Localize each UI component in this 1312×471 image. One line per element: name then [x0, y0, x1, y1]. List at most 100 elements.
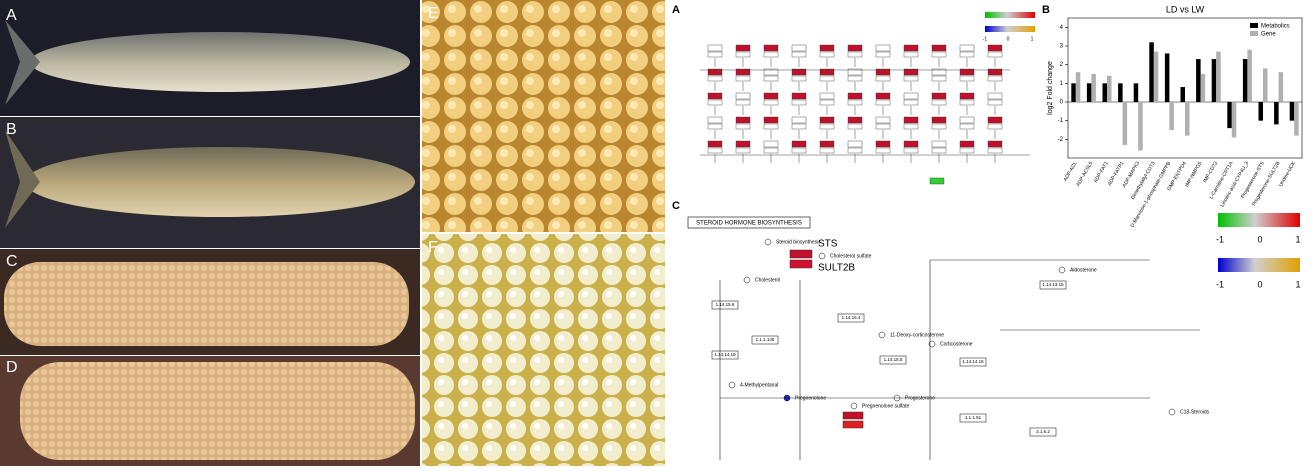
enzyme-box [847, 99, 863, 106]
enzyme-box [711, 300, 739, 310]
panel-label: A [672, 4, 680, 16]
enzyme-box [819, 92, 835, 100]
enzyme-box [707, 123, 723, 130]
bar [1169, 102, 1174, 130]
legend-bar [985, 26, 1035, 32]
enzyme-box [903, 123, 919, 130]
enzyme-box [707, 99, 723, 106]
enzyme-box [763, 116, 779, 124]
enzyme-box [931, 99, 947, 106]
enzyme-box [959, 68, 975, 76]
enzyme-box [875, 147, 891, 154]
legend-bar [985, 12, 1035, 18]
enzyme-box [819, 116, 835, 124]
bar [1211, 59, 1217, 102]
enzyme-label: 3.1.6.2 [1036, 429, 1050, 434]
compound-node [818, 252, 826, 260]
bar [1086, 83, 1092, 102]
bar [1278, 72, 1284, 102]
enzyme-label: 1.1.1.145 [756, 337, 775, 342]
enzyme-box [763, 44, 779, 52]
enzyme-box [847, 92, 863, 100]
compound-label: 4-Methylpentanal [740, 382, 778, 388]
enzyme-box [903, 44, 919, 52]
enzyme-box [987, 44, 1003, 52]
enzyme-box [875, 99, 891, 106]
bar [1227, 102, 1232, 129]
x-tick-label: Progesterone-SULT2B [1251, 160, 1282, 207]
enzyme-box [791, 140, 807, 148]
enzyme-box [875, 75, 891, 82]
enzyme-box [987, 75, 1003, 82]
enzyme-box [875, 68, 891, 76]
enzyme-box [959, 51, 975, 58]
enzyme-box [931, 116, 947, 124]
enzyme-box [931, 75, 947, 82]
bar [1153, 51, 1159, 102]
compound-label: Progesterone [905, 395, 935, 401]
enzyme-box [847, 51, 863, 58]
ovary [4, 262, 409, 346]
panel-label: F [428, 239, 438, 256]
enzyme-box [763, 92, 779, 100]
enzyme-label: 1.14.14.16 [962, 359, 984, 364]
compound-node [764, 238, 772, 246]
x-tick-label: ADP-ACL [1063, 160, 1079, 182]
enzyme-box [791, 123, 807, 130]
enzyme-box [931, 68, 947, 76]
enzyme-box [987, 51, 1003, 58]
enzyme-box [959, 75, 975, 82]
enzyme-box [959, 99, 975, 106]
legend-bar [1218, 258, 1300, 272]
enzyme-label: 1.14.15.4 [842, 315, 861, 320]
gene-label: STS [818, 239, 838, 250]
enzyme-box [959, 357, 987, 367]
enzyme-box [931, 44, 947, 52]
panel-label: C [672, 200, 680, 212]
panel-label: A [6, 7, 17, 24]
enzyme-box [903, 99, 919, 106]
enzyme-box [987, 116, 1003, 124]
title-box [687, 216, 811, 229]
legend-tick: -1 [983, 36, 988, 42]
enzyme-box [763, 140, 779, 148]
bar [1071, 83, 1076, 102]
enzyme-label: 1.1.1.51 [965, 415, 982, 420]
fish [25, 147, 415, 217]
enzyme-box [847, 123, 863, 130]
enzyme-box [959, 123, 975, 130]
panel-label: B [1042, 4, 1050, 16]
panel-label: B [6, 121, 17, 138]
enzyme-box [875, 92, 891, 100]
enzyme-box [931, 51, 947, 58]
enzyme-box [707, 147, 723, 154]
enzyme-box [819, 140, 835, 148]
gene-box [842, 420, 864, 429]
y-tick-label: -1 [1058, 118, 1064, 124]
compound-node [743, 276, 751, 284]
enzyme-box [959, 44, 975, 52]
compound-node [850, 402, 858, 410]
legend-label: Metabolics [1261, 24, 1290, 30]
x-tick-label: Linoleic acid-CYP4U_3 [1219, 160, 1250, 208]
compound-node [1168, 408, 1176, 416]
enzyme-box [819, 123, 835, 130]
bar [1180, 87, 1185, 102]
legend-tick: 1 [1031, 36, 1034, 42]
bar [1122, 102, 1128, 145]
enzyme-box [903, 68, 919, 76]
bar [1263, 68, 1268, 102]
gene-label: SULT2B [818, 263, 855, 274]
enzyme-box [791, 92, 807, 100]
x-tick-label: IMP-CD73 [1202, 160, 1219, 183]
enzyme-box [987, 92, 1003, 100]
bar [1102, 83, 1107, 102]
enzyme-box [707, 44, 723, 52]
enzyme-box [875, 140, 891, 148]
bar [1200, 74, 1206, 102]
panel-label: D [6, 359, 18, 376]
enzyme-box [931, 92, 947, 100]
enzyme-box [735, 147, 751, 154]
y-tick-label: -2 [1058, 137, 1064, 143]
bar [1138, 102, 1143, 151]
